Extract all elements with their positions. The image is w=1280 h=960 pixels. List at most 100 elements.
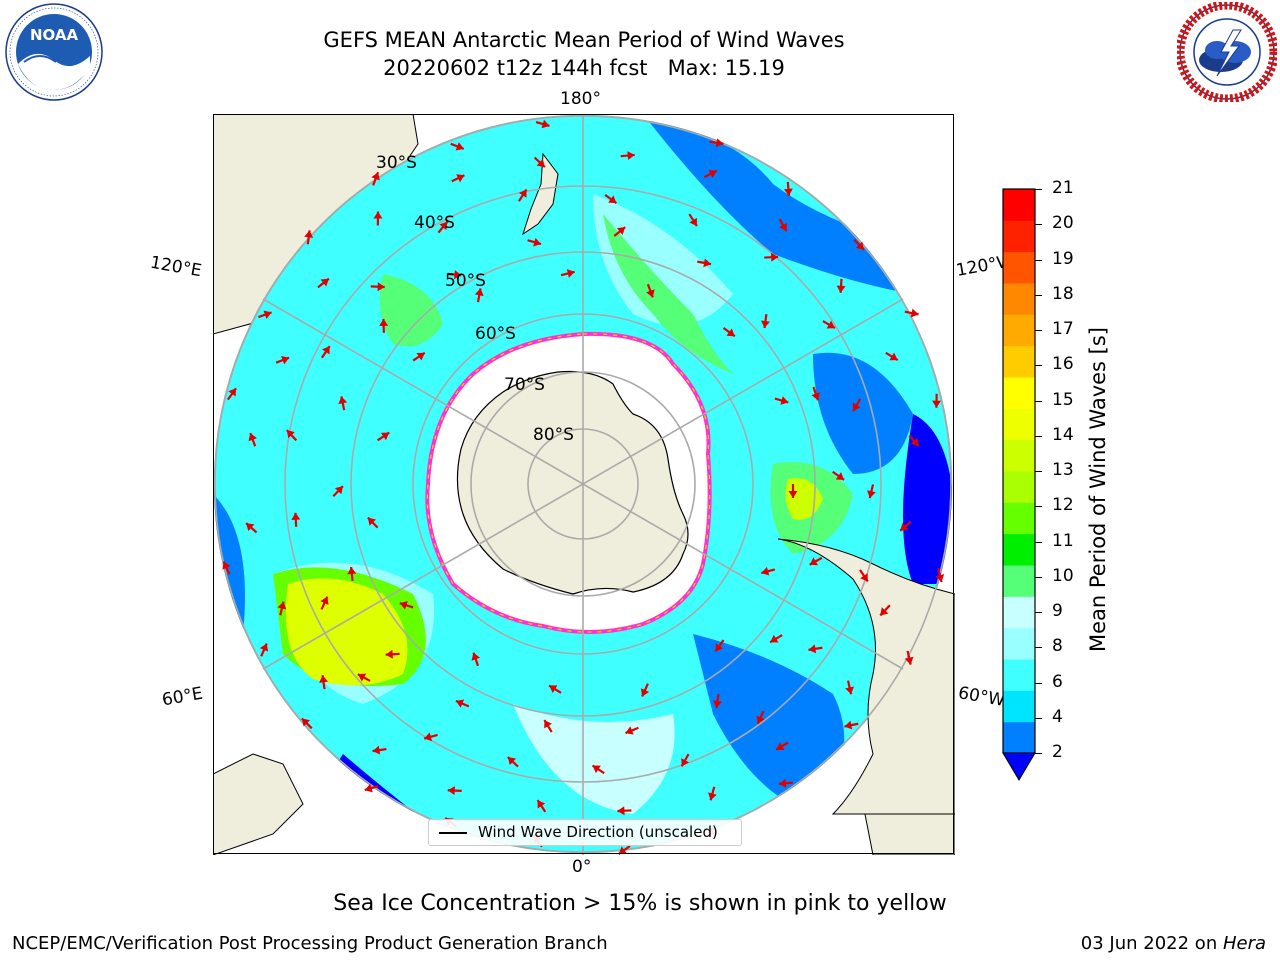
chart-subtitle: 20220602 t12z 144h fcst Max: 15.19	[383, 56, 785, 80]
colorbar-segment	[1003, 690, 1035, 723]
ocean-region-yellow-max	[285, 578, 408, 686]
antarctica	[456, 370, 689, 595]
colorbar-tick-mark	[1035, 471, 1042, 472]
wave-arrow-head	[708, 792, 717, 801]
colorbar-tick-mark	[1035, 224, 1042, 226]
wave-arrow-head	[617, 806, 625, 816]
wave-arrow-head	[681, 758, 690, 767]
colorbar-tick-label: 6	[1052, 671, 1063, 692]
wave-arrow-head	[277, 601, 287, 610]
ocean-region-lightcyan-3	[513, 704, 675, 814]
wave-arrow-head	[608, 195, 617, 204]
wave-arrow-head	[867, 490, 876, 499]
wave-arrow-head	[900, 522, 909, 531]
lat-label-70s: 70°S	[504, 375, 545, 395]
wave-arrow-head	[852, 402, 861, 412]
colorbar-tick-mark	[1035, 506, 1042, 508]
noaa-logo: NOAA	[5, 3, 103, 101]
wave-arrow-head	[640, 688, 650, 697]
wave-arrow-head	[826, 320, 835, 329]
lon-label-60e: 60°E	[160, 683, 205, 711]
colorbar-segment	[1003, 471, 1035, 503]
colorbar-segment	[1003, 220, 1035, 253]
wave-arrow-head	[541, 119, 550, 129]
wave-arrow-head	[788, 491, 798, 498]
colorbar-tick-label: 15	[1052, 389, 1074, 410]
colorbar-tick-mark	[1035, 294, 1042, 296]
noaa-logo-text: NOAA	[30, 26, 79, 44]
lat-label-50s: 50°S	[445, 271, 486, 291]
wave-arrow-head	[286, 430, 295, 439]
wave-arrow-head	[855, 241, 864, 250]
colorbar-segment	[1003, 659, 1035, 691]
lon-label-0: 0°	[572, 857, 592, 877]
wave-arrow-head	[246, 523, 255, 532]
colorbar-segment	[1003, 377, 1035, 409]
wave-arrow-head	[248, 433, 257, 442]
colorbar-tick-mark	[1035, 647, 1042, 649]
lat-label-60s: 60°S	[475, 324, 516, 344]
sea-ice-caption: Sea Ice Concentration > 15% is shown in …	[333, 891, 947, 916]
wave-arrow-head	[301, 718, 310, 727]
colorbar-tick-mark	[1035, 541, 1042, 543]
wave-arrow-head	[471, 652, 481, 661]
wave-arrow-head	[385, 649, 393, 659]
wave-arrow-head	[770, 252, 779, 262]
colorbar-segment	[1003, 408, 1035, 441]
wave-arrow-head	[367, 517, 376, 526]
wave-arrow-head	[809, 557, 818, 566]
colorbar-tick-mark	[1035, 400, 1042, 402]
wave-arrow-head	[280, 355, 290, 365]
wave-arrow-head	[533, 237, 542, 247]
wave-arrow-head	[322, 346, 330, 355]
wave-arrow-head	[536, 159, 545, 168]
wave-arrow-head	[380, 432, 390, 441]
wave-arrow-head	[373, 211, 383, 219]
colorbar-segment	[1003, 596, 1035, 629]
wind-wave-arrows	[222, 119, 945, 855]
wave-arrow-head	[263, 310, 272, 319]
wave-arrow-head	[844, 720, 853, 730]
wave-arrow-head	[625, 726, 634, 735]
wave-arrow-head	[910, 308, 919, 318]
wave-arrow-head	[932, 400, 942, 408]
colorbar-extend-triangle	[1002, 752, 1036, 781]
wave-arrow-head	[320, 278, 329, 287]
wave-arrow-head	[689, 217, 697, 227]
wave-arrow-head	[713, 700, 722, 708]
wave-arrow-head	[835, 472, 845, 480]
wave-arrow-head	[544, 720, 552, 729]
footer-host: Hera	[1222, 933, 1266, 954]
wave-arrow-head	[715, 643, 724, 652]
wave-arrow-head	[616, 227, 626, 236]
wave-arrow-head	[627, 151, 635, 161]
ocean-region-blue-se	[693, 634, 845, 814]
wave-arrow-head	[880, 607, 889, 616]
wave-arrow-head	[416, 352, 425, 361]
colorbar-segment	[1003, 439, 1035, 472]
wave-arrow-head	[338, 396, 348, 405]
colorbar-tick-label: 10	[1052, 565, 1074, 586]
wave-arrow-head	[566, 269, 575, 278]
land-new-zealand	[522, 152, 559, 236]
wave-arrow-head	[761, 320, 770, 328]
colorbar-segment	[1003, 314, 1035, 347]
legend-label: Wind Wave Direction (unscaled)	[478, 823, 718, 841]
wave-arrow-head	[439, 221, 448, 231]
ocean-region-lightcyan-1	[593, 194, 733, 326]
ocean-region-green-2	[379, 274, 443, 347]
legend-line-swatch	[439, 832, 467, 834]
colorbar-tick-mark	[1035, 330, 1042, 331]
colorbar-tick-mark	[1035, 682, 1042, 684]
colorbar-tick-mark	[1035, 612, 1042, 613]
wave-arrow-head	[592, 765, 601, 774]
wave-arrow-head	[334, 486, 343, 495]
wave-arrow-head	[770, 634, 779, 643]
colorbar-tick-label: 17	[1052, 319, 1074, 339]
colorbar-tick-label: 2	[1052, 742, 1063, 762]
lat-label-30s: 30°S	[376, 153, 417, 173]
wave-arrow-head	[860, 573, 868, 582]
chart-title: GEFS MEAN Antarctic Mean Period of Wind …	[323, 28, 845, 52]
wave-arrow-head	[454, 270, 462, 280]
wave-arrow-head	[259, 643, 269, 652]
